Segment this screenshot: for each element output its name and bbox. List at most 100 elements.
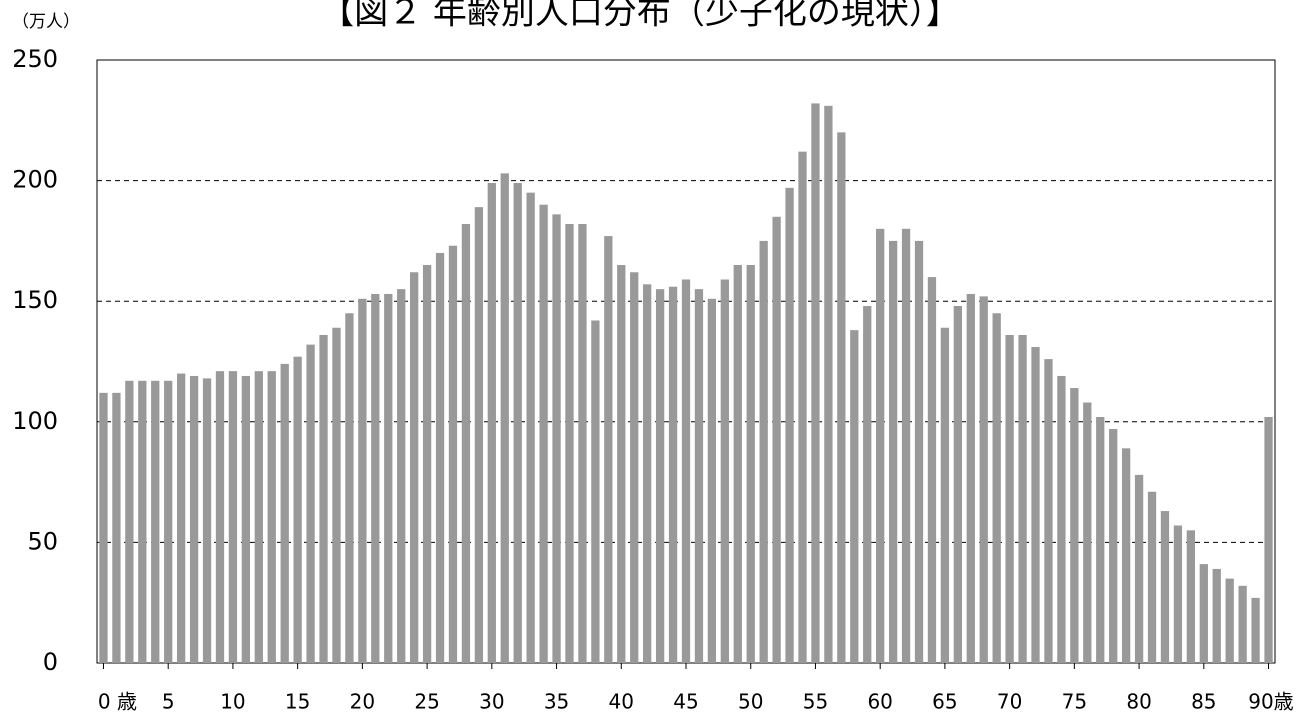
bar	[125, 380, 134, 663]
bar	[1238, 585, 1247, 663]
bar	[837, 132, 846, 664]
bar	[863, 306, 872, 663]
x-tick-label: 5	[162, 690, 175, 714]
bar	[901, 228, 911, 663]
bar	[539, 204, 548, 663]
bar	[694, 289, 704, 663]
y-tick-label: 0	[43, 648, 58, 676]
bar	[1225, 578, 1234, 663]
bar	[630, 272, 639, 663]
bar	[461, 224, 471, 664]
chart-title: 【図２ 年齢別人口分布（少子化の現状）】	[320, 0, 960, 33]
bar	[202, 378, 212, 663]
bar	[1057, 375, 1066, 663]
x-tick-label: 85	[1191, 690, 1216, 714]
x-tick-label: 30	[479, 690, 504, 714]
bar	[228, 371, 238, 663]
bar	[681, 279, 691, 663]
bar	[319, 334, 328, 663]
bar	[177, 373, 186, 663]
bar	[940, 327, 950, 663]
x-tick-label: 35	[544, 690, 569, 714]
x-tick-label: 65	[932, 690, 957, 714]
bar	[1031, 347, 1040, 663]
bar	[733, 265, 742, 663]
x-tick-label: 75	[1062, 690, 1087, 714]
bar	[254, 371, 263, 663]
bar	[992, 313, 1001, 663]
bar	[112, 392, 121, 663]
bar	[151, 380, 160, 663]
bar	[655, 289, 665, 663]
bar	[332, 327, 341, 663]
bar	[410, 272, 419, 663]
bar	[578, 224, 587, 664]
bar	[927, 277, 937, 663]
bar	[966, 293, 975, 663]
bar	[164, 380, 173, 663]
bar	[979, 296, 988, 663]
bar	[707, 298, 717, 663]
bar	[1044, 359, 1053, 663]
y-tick-label: 200	[12, 166, 58, 194]
bar	[189, 375, 199, 663]
bar	[306, 344, 315, 663]
bar	[1018, 334, 1027, 663]
y-tick-label: 250	[12, 45, 58, 73]
bar	[526, 192, 535, 663]
y-axis-label: （万人）	[12, 12, 80, 32]
bar	[1264, 416, 1273, 663]
bar	[720, 279, 729, 663]
bar	[99, 392, 108, 663]
bar	[824, 105, 833, 663]
x-tick-label: 70	[997, 690, 1022, 714]
x-tick-label: 20	[350, 690, 375, 714]
bar	[358, 298, 367, 663]
x-tick-label: 90歳 ~	[1248, 690, 1298, 714]
y-tick-label: 100	[12, 407, 58, 435]
x-tick-label: 10	[220, 690, 245, 714]
bar	[759, 240, 768, 663]
bar	[1186, 530, 1195, 663]
x-tick-label: 45	[673, 690, 698, 714]
bar	[487, 183, 496, 663]
bar	[1147, 491, 1157, 663]
bar	[435, 252, 445, 663]
bar	[1121, 448, 1131, 663]
bar	[397, 289, 406, 663]
bar	[1083, 402, 1092, 663]
bar	[448, 245, 458, 663]
bar	[914, 240, 924, 663]
bar	[1005, 334, 1014, 663]
bar	[785, 187, 794, 663]
bar	[876, 228, 885, 663]
x-tick-label: 40	[609, 690, 634, 714]
bar	[1160, 511, 1170, 663]
bar	[552, 214, 561, 664]
bar	[617, 265, 626, 663]
bar	[643, 284, 652, 663]
bar	[1173, 525, 1183, 663]
bar	[1212, 568, 1221, 663]
bar	[513, 183, 522, 663]
bar	[384, 293, 393, 663]
bar	[591, 320, 600, 663]
bar	[604, 236, 613, 664]
x-tick-label: 80	[1126, 690, 1151, 714]
y-tick-label: 150	[12, 286, 58, 314]
bar	[1070, 388, 1079, 663]
bar	[565, 224, 574, 664]
bar	[1109, 429, 1118, 663]
bar	[474, 207, 484, 663]
y-tick-label: 50	[27, 527, 58, 555]
bar	[345, 313, 354, 663]
bar	[772, 216, 781, 663]
bar	[293, 356, 302, 663]
bar	[850, 330, 859, 663]
bar	[1199, 564, 1208, 663]
bar	[1251, 597, 1260, 663]
x-tick-label: 60	[867, 690, 892, 714]
x-tick-label: 25	[414, 690, 439, 714]
bar	[1134, 474, 1144, 663]
x-tick-label: 50	[738, 690, 763, 714]
